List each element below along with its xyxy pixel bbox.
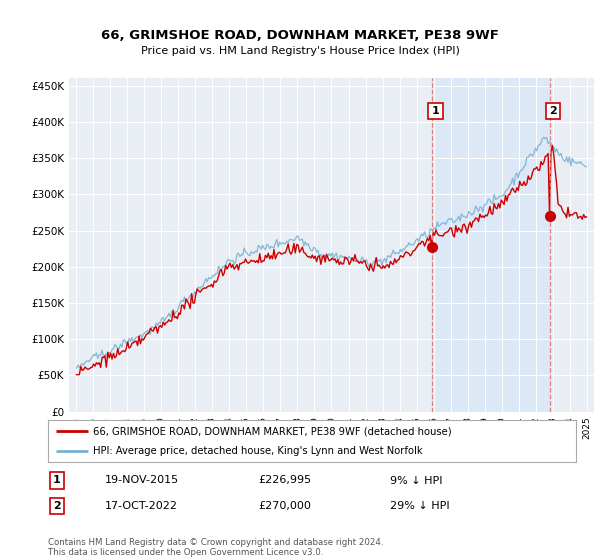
Text: 2: 2 bbox=[53, 501, 61, 511]
Text: £226,995: £226,995 bbox=[258, 475, 311, 486]
Text: £270,000: £270,000 bbox=[258, 501, 311, 511]
Text: 1: 1 bbox=[431, 106, 439, 116]
Text: 2: 2 bbox=[549, 106, 557, 116]
Bar bbox=[432, 78, 550, 412]
Text: HPI: Average price, detached house, King's Lynn and West Norfolk: HPI: Average price, detached house, King… bbox=[93, 446, 422, 456]
Text: 9% ↓ HPI: 9% ↓ HPI bbox=[390, 475, 443, 486]
Text: Contains HM Land Registry data © Crown copyright and database right 2024.
This d: Contains HM Land Registry data © Crown c… bbox=[48, 538, 383, 557]
Text: 66, GRIMSHOE ROAD, DOWNHAM MARKET, PE38 9WF: 66, GRIMSHOE ROAD, DOWNHAM MARKET, PE38 … bbox=[101, 29, 499, 42]
Text: 1: 1 bbox=[53, 475, 61, 486]
Text: 66, GRIMSHOE ROAD, DOWNHAM MARKET, PE38 9WF (detached house): 66, GRIMSHOE ROAD, DOWNHAM MARKET, PE38 … bbox=[93, 426, 452, 436]
Text: 19-NOV-2015: 19-NOV-2015 bbox=[105, 475, 179, 486]
Text: Price paid vs. HM Land Registry's House Price Index (HPI): Price paid vs. HM Land Registry's House … bbox=[140, 46, 460, 56]
Text: 29% ↓ HPI: 29% ↓ HPI bbox=[390, 501, 449, 511]
Text: 17-OCT-2022: 17-OCT-2022 bbox=[105, 501, 178, 511]
